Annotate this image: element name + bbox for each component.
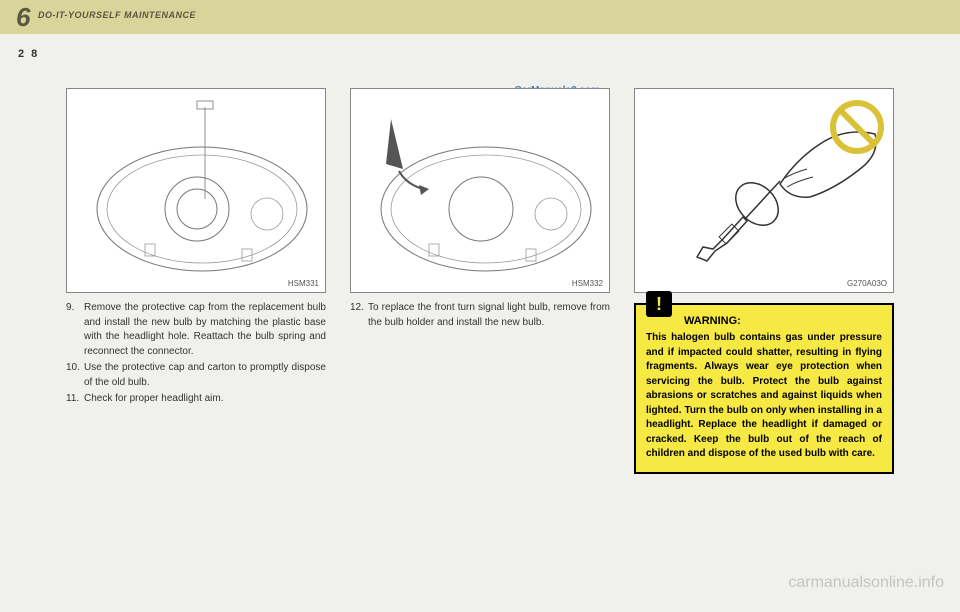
content-area: HSM331 9. Remove the protective cap from… — [66, 88, 894, 474]
column-1: HSM331 9. Remove the protective cap from… — [66, 88, 326, 474]
header-band: 6 DO-IT-YOURSELF MAINTENANCE — [0, 0, 960, 34]
item-number: 11. — [66, 392, 84, 407]
column-2: CarManuals2.com HSM332 12. To replace th… — [350, 88, 610, 474]
figure-caption: HSM332 — [572, 279, 603, 288]
item-body: Remove the protective cap from the repla… — [84, 301, 326, 359]
warning-title: WARNING: — [684, 315, 882, 327]
chapter-title: DO-IT-YOURSELF MAINTENANCE — [38, 10, 196, 20]
item-number: 9. — [66, 301, 84, 359]
figure-hsm331: HSM331 — [66, 88, 326, 293]
list-item: 10. Use the protective cap and carton to… — [66, 361, 326, 390]
warning-text: This halogen bulb contains gas under pre… — [646, 331, 882, 462]
chapter-number: 6 — [16, 2, 30, 33]
warning-icon: ! — [646, 291, 672, 317]
text-block-2: 12. To replace the front turn signal lig… — [350, 301, 610, 330]
page-number: 2 8 — [18, 48, 39, 60]
item-body: To replace the front turn signal light b… — [368, 301, 610, 330]
bulb-hand-illustration — [635, 89, 895, 294]
headlight-illustration-2 — [351, 89, 611, 294]
list-item: 12. To replace the front turn signal lig… — [350, 301, 610, 330]
footer-watermark: carmanualsonline.info — [788, 574, 944, 592]
list-item: 9. Remove the protective cap from the re… — [66, 301, 326, 359]
warning-box: ! WARNING: This halogen bulb contains ga… — [634, 303, 894, 474]
figure-g270a03o: G270A03O — [634, 88, 894, 293]
item-body: Check for proper headlight aim. — [84, 392, 326, 407]
list-item: 11. Check for proper headlight aim. — [66, 392, 326, 407]
column-3: G270A03O ! WARNING: This halogen bulb co… — [634, 88, 894, 474]
figure-caption: HSM331 — [288, 279, 319, 288]
item-number: 10. — [66, 361, 84, 390]
figure-hsm332: HSM332 — [350, 88, 610, 293]
figure-caption: G270A03O — [847, 279, 887, 288]
item-number: 12. — [350, 301, 368, 330]
text-block-1: 9. Remove the protective cap from the re… — [66, 301, 326, 407]
headlight-illustration-1 — [67, 89, 327, 294]
item-body: Use the protective cap and carton to pro… — [84, 361, 326, 390]
